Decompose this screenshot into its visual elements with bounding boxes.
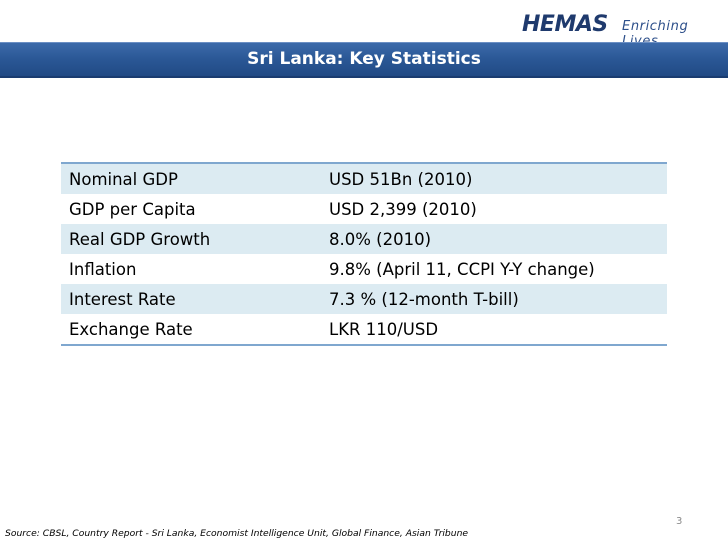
stat-value: LKR 110/USD (321, 314, 667, 345)
stat-label: Inflation (61, 254, 321, 284)
logo-brand: HEMAS (522, 12, 608, 37)
table-row: Nominal GDP USD 51Bn (2010) (61, 163, 667, 194)
stat-label: Exchange Rate (61, 314, 321, 345)
stat-label: Interest Rate (61, 284, 321, 314)
stat-label: GDP per Capita (61, 194, 321, 224)
page-number: 3 (676, 516, 683, 527)
table-row: Exchange Rate LKR 110/USD (61, 314, 667, 345)
stat-value: USD 2,399 (2010) (321, 194, 667, 224)
slide-title: Sri Lanka: Key Statistics (247, 49, 481, 69)
table-row: Interest Rate 7.3 % (12-month T-bill) (61, 284, 667, 314)
company-logo: HEMAS Enriching Lives (522, 10, 722, 49)
stat-label: Nominal GDP (61, 163, 321, 194)
stat-value: USD 51Bn (2010) (321, 163, 667, 194)
title-bar: Sri Lanka: Key Statistics (0, 42, 728, 78)
stat-label: Real GDP Growth (61, 224, 321, 254)
key-statistics-table: Nominal GDP USD 51Bn (2010) GDP per Capi… (61, 162, 667, 346)
table-row: Inflation 9.8% (April 11, CCPI Y-Y chang… (61, 254, 667, 284)
table-row: Real GDP Growth 8.0% (2010) (61, 224, 667, 254)
stat-value: 8.0% (2010) (321, 224, 667, 254)
stat-value: 9.8% (April 11, CCPI Y-Y change) (321, 254, 667, 284)
source-note: Source: CBSL, Country Report - Sri Lanka… (5, 528, 469, 539)
table-row: GDP per Capita USD 2,399 (2010) (61, 194, 667, 224)
stat-value: 7.3 % (12-month T-bill) (321, 284, 667, 314)
